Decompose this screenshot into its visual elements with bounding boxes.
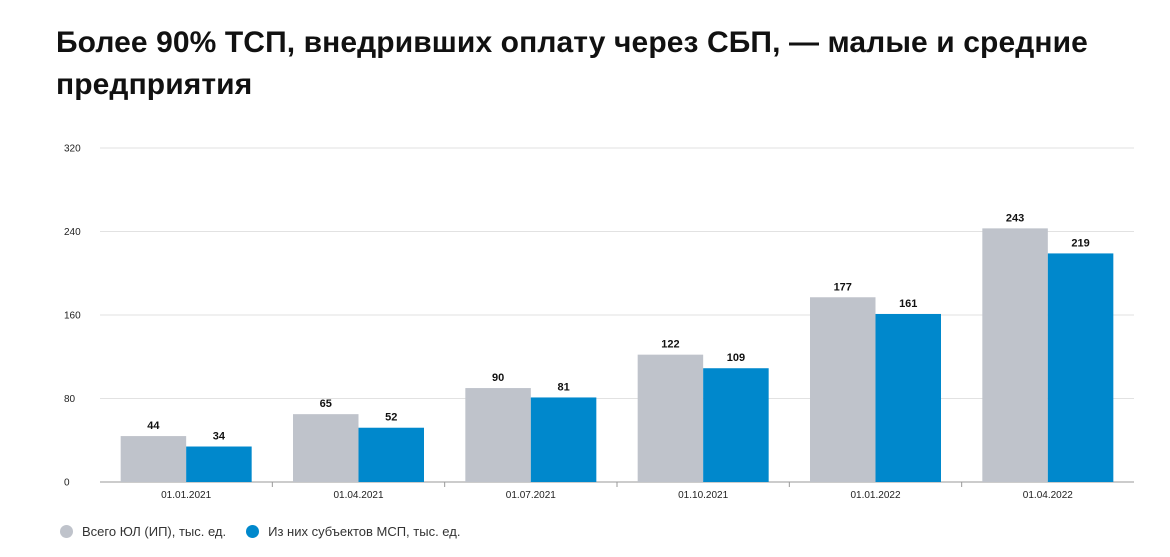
bar-chart: 0 80 160 240 320 44 34 01.01.2021 65 52 01.04.2021… [64,144,1134,501]
data-label-total: 65 [320,398,332,410]
x-tick-label: 01.07.2021 [506,490,556,501]
legend-label-msp: Из них субъектов МСП, тыс. ед. [268,524,461,539]
bar-msp [530,397,597,482]
chart-title: Более 90% ТСП, внедривших оплату через С… [56,26,1088,101]
legend-item-total: Всего ЮЛ (ИП), тыс. ед. [60,524,226,539]
data-label-total: 44 [147,420,160,432]
data-label-msp: 52 [385,412,397,424]
bar-total [810,297,876,482]
bar-total [293,414,359,482]
data-label-msp: 161 [899,298,917,310]
bar-total [637,354,704,482]
legend-item-msp: Из них субъектов МСП, тыс. ед. [246,524,460,539]
y-tick-label: 160 [64,311,81,322]
data-label-total: 243 [1006,212,1024,224]
bar-msp [358,427,424,482]
data-label-msp: 81 [557,381,569,393]
y-tick-label: 80 [64,394,76,405]
bar-total [465,388,531,482]
x-tick-label: 01.04.2022 [1023,490,1073,501]
x-tick-label: 01.01.2022 [850,490,900,501]
data-label-msp: 109 [727,352,745,364]
x-tick-label: 01.04.2021 [333,490,383,501]
x-tick-label: 01.01.2021 [161,490,211,501]
data-label-total: 122 [661,339,679,351]
data-label-total: 90 [492,372,504,384]
y-tick-label: 0 [64,478,70,489]
legend-label-total: Всего ЮЛ (ИП), тыс. ед. [82,524,227,539]
bar-msp [186,446,252,482]
legend-swatch-total [60,525,73,538]
x-tick-label: 01.10.2021 [678,490,728,501]
bar-msp [875,313,941,482]
bar-total [120,436,187,482]
y-tick-label: 320 [64,144,81,155]
bar-total [982,228,1048,482]
data-label-total: 177 [834,281,852,293]
legend-swatch-msp [246,525,260,538]
data-label-msp: 219 [1071,237,1089,249]
legend: Всего ЮЛ (ИП), тыс. ед. Из них субъектов… [60,524,480,539]
y-tick-label: 240 [64,227,81,238]
data-label-msp: 34 [213,431,226,443]
bar-msp [703,368,769,482]
bar-msp [1047,253,1114,482]
